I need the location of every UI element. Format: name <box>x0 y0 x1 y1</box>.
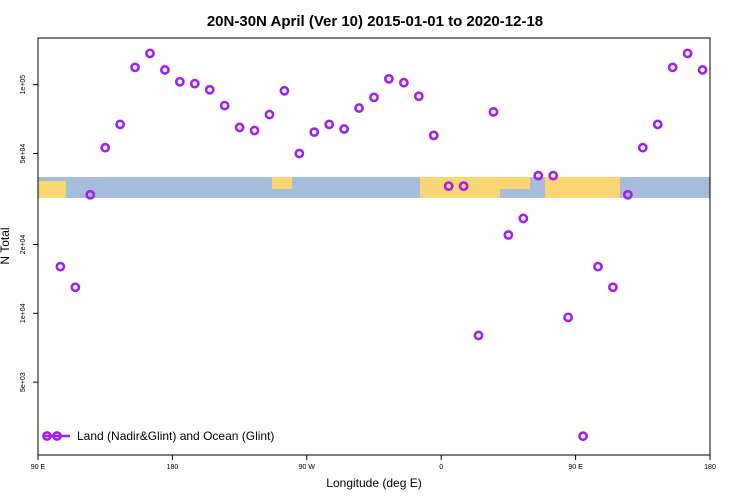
point <box>100 142 111 153</box>
land-patch <box>500 177 530 189</box>
point <box>264 109 275 120</box>
y-tick-label: 5e+03 <box>20 372 27 392</box>
x-axis-label: Longitude (deg E) <box>326 476 421 490</box>
y-tick-label: 1e+05 <box>20 75 27 95</box>
point <box>413 91 424 102</box>
y-tick-label: 5e+04 <box>20 144 27 164</box>
point <box>682 48 693 59</box>
point <box>473 330 484 341</box>
point <box>309 127 320 138</box>
point <box>369 92 379 103</box>
x-tick-label: 180 <box>167 464 179 471</box>
point <box>85 189 96 200</box>
point <box>637 142 648 153</box>
y-tick-label: 1e+04 <box>20 303 27 323</box>
point <box>578 431 588 442</box>
point <box>279 85 290 96</box>
point <box>548 170 559 181</box>
point <box>518 213 529 224</box>
land-patch <box>38 181 66 198</box>
point <box>608 282 618 293</box>
point <box>294 148 305 159</box>
point <box>563 312 574 323</box>
y-axis-label: N Total <box>0 227 12 264</box>
point <box>130 62 140 73</box>
point <box>533 170 544 181</box>
point <box>593 261 603 272</box>
point <box>443 181 454 192</box>
point <box>622 189 633 200</box>
point <box>488 107 499 117</box>
point <box>667 62 678 73</box>
x-tick-label: 0 <box>439 464 443 471</box>
x-tick-label: 180 <box>704 464 716 471</box>
legend-label: Land (Nadir&Glint) and Ocean (Glint) <box>77 429 274 443</box>
point <box>503 230 514 240</box>
point <box>398 77 409 88</box>
point <box>428 130 439 141</box>
point <box>354 103 364 113</box>
chart-title: 20N-30N April (Ver 10) 2015-01-01 to 202… <box>207 13 543 30</box>
legend-marker <box>52 431 62 441</box>
x-tick-label: 90 E <box>31 464 46 471</box>
land-patch <box>272 177 292 189</box>
point <box>458 181 469 192</box>
point <box>234 122 245 133</box>
point <box>160 65 170 75</box>
point <box>219 100 230 111</box>
point <box>204 84 215 95</box>
x-tick-label: 90 E <box>568 464 583 471</box>
point <box>249 125 260 136</box>
point <box>697 65 708 75</box>
point <box>174 76 185 87</box>
point <box>189 78 200 89</box>
point <box>70 282 81 293</box>
point <box>115 119 126 130</box>
x-tick-label: 90 W <box>299 464 316 471</box>
point <box>324 119 335 130</box>
point <box>339 124 350 134</box>
point <box>652 119 663 130</box>
map-band <box>38 177 710 198</box>
point <box>55 261 66 272</box>
ocean-band <box>38 177 710 198</box>
plot-frame <box>37 37 711 456</box>
y-tick-label: 2e+04 <box>20 235 27 255</box>
point <box>384 73 394 84</box>
legend-marker <box>42 431 52 441</box>
point <box>145 48 155 59</box>
land-patch <box>545 177 620 198</box>
